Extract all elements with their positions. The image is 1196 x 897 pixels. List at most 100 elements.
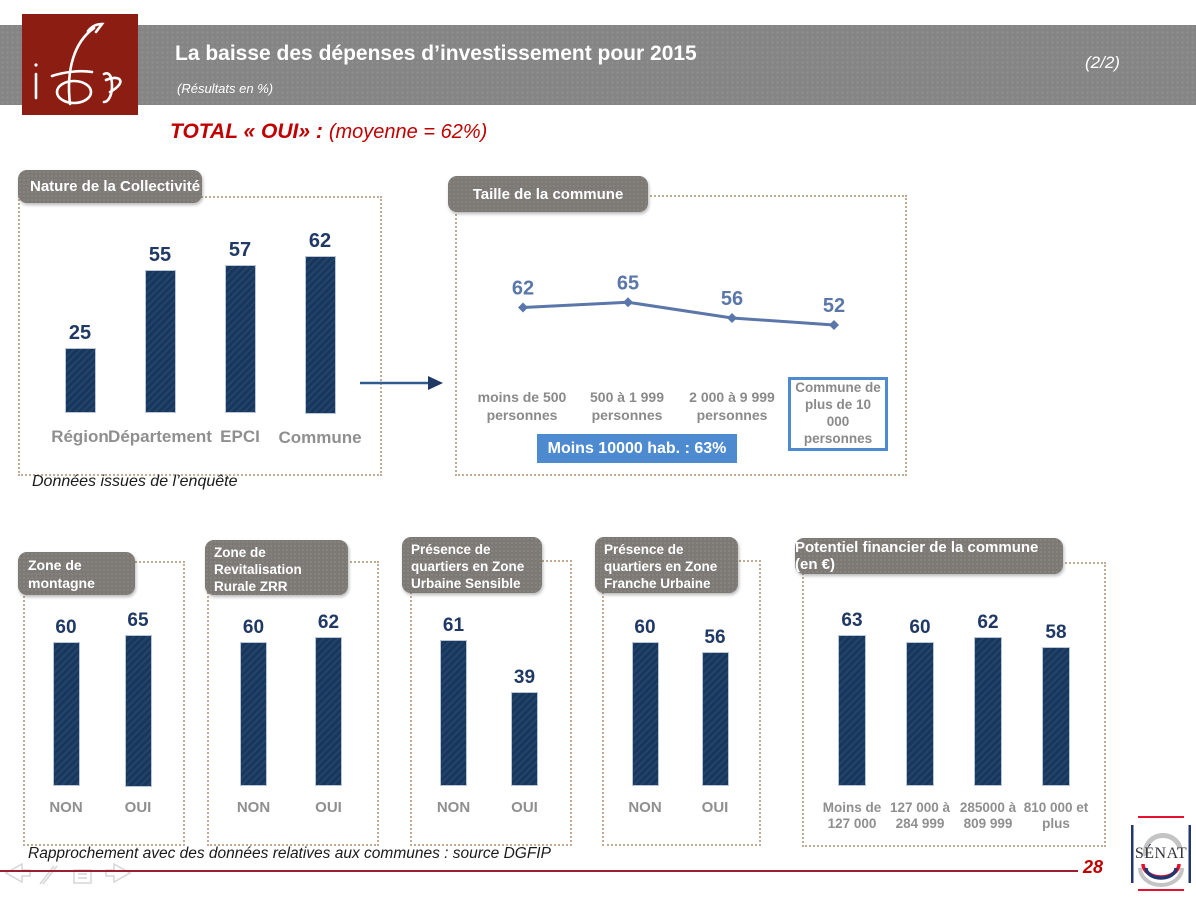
- bar-value-label: 63: [841, 610, 863, 631]
- chart-title-montagne: Zone de montagne: [18, 552, 135, 595]
- bar-category-label: OUI: [701, 799, 729, 816]
- line-series: [522, 300, 835, 327]
- chart-title-zrr: Zone de Revitalisation Rurale ZRR: [205, 540, 348, 595]
- nav-left-arrow-icon[interactable]: [4, 862, 31, 884]
- annotation-badge: Moins 10000 hab. : 63%: [537, 434, 737, 463]
- header-band: La baisse des dépenses d’investissement …: [0, 25, 1196, 105]
- line-value-label: 62: [512, 278, 534, 300]
- bar-category-label: OUI: [124, 799, 152, 817]
- bar-value-label: 60: [242, 617, 265, 638]
- line-category-label: 2 000 à 9 999 personnes: [689, 389, 775, 423]
- bar-value-label: 62: [317, 612, 340, 633]
- highlighted-category-box: Commune de plus de 10 000 personnes: [788, 377, 888, 451]
- bar-category-label: Département: [108, 427, 212, 447]
- ifop-logo: ifop: [22, 14, 138, 115]
- bar: [240, 642, 267, 786]
- caption-survey-source: Données issues de l’enquête: [32, 473, 238, 490]
- bar: [701, 652, 729, 786]
- bar-category-label: OUI: [315, 799, 342, 816]
- bar-value-label: 62: [977, 612, 999, 633]
- bar-column: 39 OUI: [489, 610, 560, 823]
- line-category-label: 500 à 1 999 personnes: [590, 389, 664, 423]
- bar-category-label: Moins de 127 000: [822, 799, 882, 831]
- connector-arrow-icon: [360, 376, 443, 390]
- total-oui-value: (moyenne = 62%): [328, 121, 488, 143]
- line-marker: [829, 320, 839, 330]
- bar-column: 62 OUI: [291, 610, 366, 823]
- page-title: La baisse des dépenses d’investissement …: [175, 42, 697, 65]
- bar: [906, 642, 934, 786]
- bar-column: 63 Moins de 127 000: [818, 607, 886, 839]
- bar-chart-zus: 61 NON 39 OUI: [418, 610, 560, 823]
- bar-column: 62 Commune: [278, 230, 362, 455]
- bar-value-label: 56: [704, 627, 726, 648]
- bar-category-label: 285000 à 809 999: [959, 799, 1017, 831]
- bar-chart-zfu: 60 NON 56 OUI: [610, 610, 750, 823]
- ifop-logo-icon: [34, 22, 122, 106]
- bar: [304, 256, 336, 414]
- nav-icons: [4, 862, 132, 885]
- senat-logo: SÉNAT: [1126, 806, 1196, 897]
- chart-title-nature: Nature de la Collectivité: [18, 170, 202, 203]
- bar-column: 61 NON: [418, 610, 489, 823]
- caption-communes-source: Rapprochement avec des données relatives…: [28, 845, 551, 862]
- bar-value-label: 60: [909, 617, 931, 638]
- panel-taille-commune: [455, 195, 907, 476]
- senat-logo-text: SÉNAT: [1135, 843, 1187, 862]
- bar-value-label: 55: [148, 244, 172, 266]
- bar: [64, 348, 96, 413]
- bar-value-label: 60: [634, 617, 656, 638]
- nav-document-lines-icon: [78, 873, 87, 879]
- bar-category-label: NON: [236, 799, 271, 816]
- bar: [124, 635, 152, 787]
- bar-category-label: 810 000 et plus: [1023, 799, 1089, 831]
- bar-category-label: NON: [49, 799, 83, 816]
- bar: [1042, 647, 1070, 786]
- bar-column: 58 810 000 et plus: [1022, 607, 1090, 839]
- bar-category-label: NON: [628, 799, 662, 816]
- bar-column: 60 127 000 à 284 999: [886, 607, 954, 839]
- chart-title-taille: Taille de la commune: [448, 176, 648, 212]
- line-marker: [623, 297, 633, 308]
- nav-pointer-icon[interactable]: [39, 865, 58, 885]
- bar-value-label: 58: [1045, 622, 1067, 643]
- bar-chart-nature: 25 Région 55 Département 57 EPCI 62 Commune: [40, 230, 362, 455]
- total-oui-line: TOTAL « OUI» : (moyenne = 62%): [170, 120, 487, 144]
- senat-logo-icon: SÉNAT: [1131, 816, 1191, 891]
- bar: [144, 270, 176, 413]
- bar-chart-zrr: 60 NON 62 OUI: [216, 610, 366, 823]
- line-value-label: 56: [721, 288, 743, 310]
- bar-column: 60 NON: [30, 610, 102, 823]
- slide-subtitle: (Résultats en %): [177, 81, 274, 96]
- bar-category-label: Région: [51, 427, 109, 447]
- chart-title-potentiel: Potentiel financier de la commune (en €): [795, 538, 1063, 574]
- bar-category-label: EPCI: [220, 427, 260, 447]
- nav-right-arrow-icon[interactable]: [105, 862, 132, 884]
- bar-column: 57 EPCI: [200, 230, 280, 455]
- line-value-label: 65: [617, 272, 639, 294]
- page-number: 28: [1083, 857, 1104, 877]
- bar-column: 65 OUI: [102, 610, 174, 823]
- bar-value-label: 65: [127, 610, 149, 631]
- line-chart-taille: 62 65 56 52: [512, 272, 845, 330]
- bar-category-label: OUI: [511, 799, 538, 816]
- bar: [838, 635, 866, 786]
- slide-page-indicator: (2/2): [1085, 53, 1120, 72]
- bar-category-label: Commune: [278, 427, 362, 447]
- bar-column: 60 NON: [610, 610, 680, 823]
- bar-column: 56 OUI: [680, 610, 750, 823]
- bar-value-label: 60: [55, 617, 77, 638]
- bar-column: 55 Département: [108, 230, 212, 455]
- bar: [974, 637, 1002, 786]
- bar-value-label: 61: [442, 615, 465, 636]
- bar-value-label: 57: [228, 239, 252, 261]
- bar-column: 62 285000 à 809 999: [954, 607, 1022, 839]
- line-marker: [518, 302, 528, 313]
- bar-column: 25 Région: [40, 230, 120, 455]
- bar-category-label: 127 000 à 284 999: [889, 799, 951, 831]
- bar-chart-potentiel: 63 Moins de 127 000 60 127 000 à 284 999 62 2…: [818, 607, 1090, 839]
- total-oui-label: TOTAL « OUI» :: [170, 120, 323, 143]
- bar-value-label: 39: [513, 667, 536, 688]
- bar: [631, 642, 659, 786]
